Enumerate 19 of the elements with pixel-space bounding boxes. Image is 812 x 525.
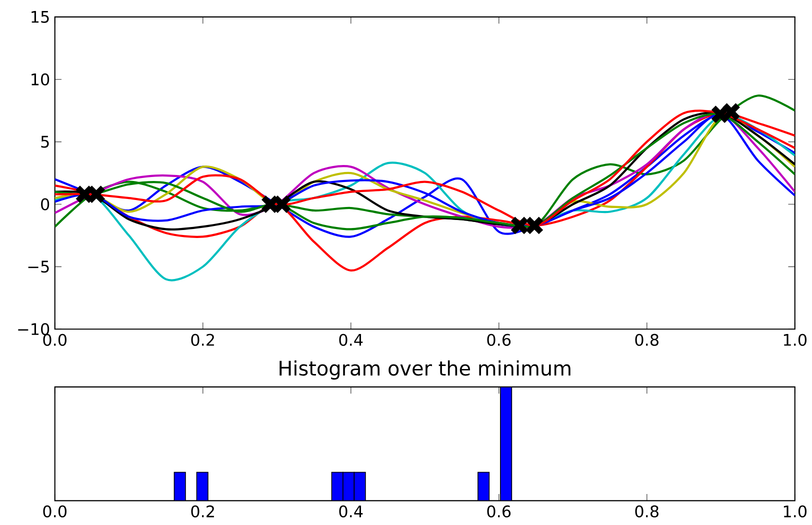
x-tick-label: 0.8: [635, 506, 658, 518]
x-tick-label: 0.0: [43, 506, 66, 518]
x-tick-label: 0.2: [191, 334, 214, 346]
x-tick-label: 0.4: [339, 334, 363, 346]
y-tick-label: −10: [18, 323, 50, 336]
x-tick-label: 0.6: [487, 334, 511, 346]
x-tick-label: 1.0: [784, 334, 807, 346]
y-tick-label: 0: [41, 198, 50, 210]
x-tick-label: 1.0: [784, 506, 807, 518]
x-tick-label: 0.0: [43, 334, 66, 346]
x-tick-label: 0.4: [339, 506, 363, 518]
y-tick-label: 15: [32, 11, 49, 24]
x-tick-label: 0.6: [487, 506, 511, 518]
x-tick-label: 0.8: [635, 334, 658, 346]
y-tick-label: 5: [41, 136, 49, 148]
x-tick-label: 0.2: [191, 506, 214, 518]
y-tick-label: −5: [28, 260, 49, 273]
y-tick-label: 10: [32, 74, 50, 86]
chart-title: Histogram over the minimum: [280, 360, 570, 380]
